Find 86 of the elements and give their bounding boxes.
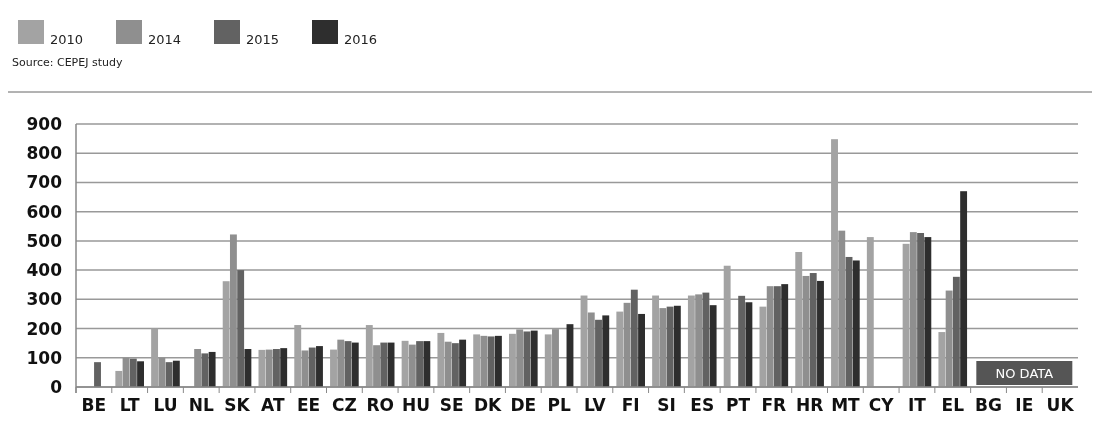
y-tick-label: 800 [26, 143, 63, 164]
y-tick-label: 300 [26, 289, 63, 310]
bar [273, 349, 280, 387]
x-tick-label: EE [296, 395, 321, 415]
bar [115, 370, 123, 387]
y-tick-label: 500 [26, 230, 63, 251]
bar [487, 336, 495, 387]
bar [530, 330, 538, 387]
bar [172, 360, 180, 387]
x-tick-label: DE [510, 395, 537, 415]
bar [817, 280, 824, 387]
x-tick-label: NL [188, 395, 214, 415]
x-tick-label: EL [941, 395, 965, 415]
x-tick-label: AT [261, 395, 285, 415]
bar [459, 339, 467, 387]
x-tick-label: SE [439, 395, 464, 415]
x-tick-label: BE [81, 395, 107, 415]
y-tick-label: 700 [26, 172, 63, 193]
bar [702, 292, 710, 387]
bar [201, 353, 209, 387]
bar [595, 319, 602, 387]
x-tick-label: CZ [331, 395, 357, 415]
bar [165, 362, 173, 387]
bar [137, 361, 144, 387]
bar [94, 362, 101, 387]
bar [351, 342, 359, 387]
y-tick-label: 0 [50, 376, 63, 397]
x-tick-label: HU [401, 395, 430, 415]
source-note: Source: CEPEJ study [12, 56, 123, 69]
bar [237, 270, 245, 387]
bar [308, 347, 316, 387]
x-tick-label: LV [584, 395, 607, 415]
bar [673, 305, 681, 387]
legend-label: 2015 [246, 32, 280, 47]
bar [638, 313, 645, 387]
x-tick-label: CY [868, 395, 895, 415]
bar [809, 273, 817, 387]
legend-label: 2014 [148, 32, 182, 47]
x-tick-label: LU [153, 395, 178, 415]
bar [924, 237, 932, 387]
bar [630, 289, 638, 387]
bar [745, 302, 753, 387]
legend-label: 2016 [344, 32, 378, 47]
bar [423, 341, 431, 387]
bar [602, 315, 610, 387]
x-tick-label: FR [761, 395, 787, 415]
x-tick-label: MT [831, 395, 861, 415]
y-tick-label: 900 [26, 113, 63, 134]
x-tick-label: PT [726, 395, 751, 415]
x-tick-label: SI [657, 395, 676, 415]
x-tick-label: FI [621, 395, 640, 415]
x-tick-label: UK [1046, 395, 1075, 415]
legend-label: 2010 [50, 32, 84, 47]
x-tick-label: RO [366, 395, 394, 415]
y-tick-label: 600 [26, 201, 63, 222]
bar [781, 284, 789, 387]
bar [917, 233, 925, 387]
bar [709, 305, 717, 387]
bar [380, 342, 388, 387]
x-tick-label: HR [795, 395, 824, 415]
x-tick-label: BG [975, 395, 1002, 415]
bar [960, 191, 968, 387]
x-tick-label: DK [473, 395, 502, 415]
bar [666, 306, 674, 387]
x-tick-label: IE [1015, 395, 1034, 415]
bar [738, 295, 746, 387]
bar [208, 351, 216, 387]
x-tick-label: ES [690, 395, 715, 415]
annotation: NO DATA [995, 365, 1054, 381]
bar [852, 260, 860, 387]
bar [494, 335, 502, 387]
bar [129, 358, 137, 387]
y-tick-label: 100 [26, 347, 63, 368]
bar [774, 286, 781, 387]
bar [451, 343, 459, 387]
y-tick-label: 400 [26, 260, 63, 281]
x-tick-label: SK [224, 395, 251, 415]
bar [416, 341, 424, 387]
bar [244, 349, 252, 387]
x-tick-label: IT [908, 395, 927, 415]
bar [952, 276, 960, 387]
bar [316, 346, 323, 387]
y-tick-label: 200 [26, 318, 63, 339]
x-tick-label: PL [547, 395, 571, 415]
bar [280, 348, 288, 387]
x-tick-label: LT [119, 395, 140, 415]
